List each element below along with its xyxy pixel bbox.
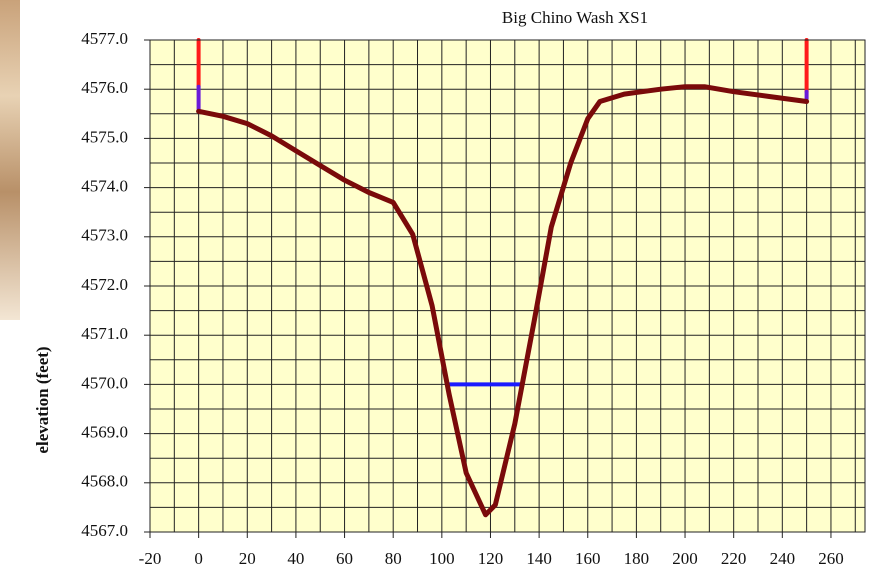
y-tick-label: 4567.0 [81, 521, 128, 540]
x-tick-label: 0 [194, 549, 203, 568]
x-tick-label: 220 [721, 549, 747, 568]
x-tick-label: 80 [385, 549, 402, 568]
x-tick-label: 120 [478, 549, 504, 568]
x-tick-label: 40 [287, 549, 304, 568]
x-tick-label: 100 [429, 549, 455, 568]
x-tick-label: 260 [818, 549, 844, 568]
background-texture [0, 0, 20, 320]
page: {"chart_data": {"type": "line", "title":… [0, 0, 869, 576]
y-tick-label: 4571.0 [81, 324, 128, 343]
y-tick-label: 4573.0 [81, 226, 128, 245]
x-tick-label: -20 [139, 549, 162, 568]
x-tick-label: 60 [336, 549, 353, 568]
x-tick-label: 20 [239, 549, 256, 568]
y-tick-label: 4576.0 [81, 78, 128, 97]
y-tick-label: 4574.0 [81, 177, 128, 196]
y-tick-label: 4575.0 [81, 127, 128, 146]
y-tick-label: 4577.0 [81, 29, 128, 48]
y-tick-label: 4572.0 [81, 275, 128, 294]
x-tick-label: 180 [624, 549, 650, 568]
y-tick-label: 4570.0 [81, 373, 128, 392]
x-tick-label: 200 [672, 549, 698, 568]
x-tick-label: 240 [770, 549, 796, 568]
x-tick-label: 160 [575, 549, 601, 568]
chart: Big Chino Wash XS1 elevation (feet) 4567… [0, 0, 869, 576]
chart-title: Big Chino Wash XS1 [502, 8, 648, 27]
y-tick-label: 4568.0 [81, 472, 128, 491]
y-tick-label: 4569.0 [81, 423, 128, 442]
y-axis-label: elevation (feet) [33, 346, 52, 453]
x-tick-label: 140 [526, 549, 552, 568]
